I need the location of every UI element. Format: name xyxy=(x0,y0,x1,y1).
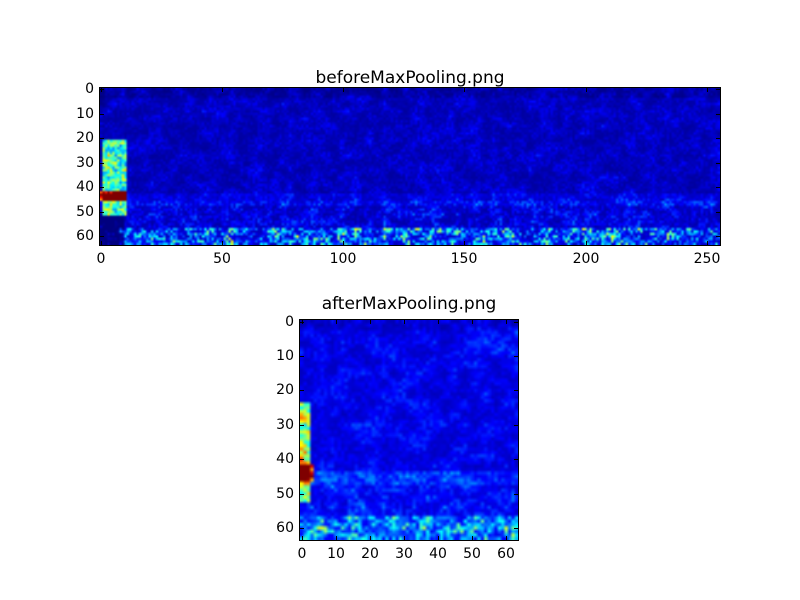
heatmap-image xyxy=(299,319,519,541)
x-tick-mark xyxy=(101,88,102,92)
x-tick-mark xyxy=(336,320,337,324)
x-tick-mark xyxy=(586,241,587,245)
x-tick-mark xyxy=(472,320,473,324)
x-tick-mark xyxy=(464,241,465,245)
y-tick-mark xyxy=(300,390,304,391)
y-tick-mark xyxy=(300,356,304,357)
x-tick-label: 30 xyxy=(395,546,413,562)
x-tick-label: 0 xyxy=(96,251,106,267)
x-tick-mark xyxy=(472,536,473,540)
y-tick-label: 20 xyxy=(76,130,94,146)
x-tick-label: 150 xyxy=(450,251,478,267)
y-tick-mark xyxy=(100,187,104,188)
y-tick-mark xyxy=(300,494,304,495)
y-tick-mark xyxy=(716,89,720,90)
y-tick-label: 20 xyxy=(276,382,294,398)
y-tick-mark xyxy=(514,459,518,460)
x-tick-label: 250 xyxy=(693,251,721,267)
y-tick-mark xyxy=(514,494,518,495)
y-tick-mark xyxy=(514,528,518,529)
x-tick-mark xyxy=(370,320,371,324)
y-tick-mark xyxy=(716,236,720,237)
y-tick-mark xyxy=(100,114,104,115)
y-tick-label: 50 xyxy=(276,486,294,502)
x-tick-mark xyxy=(404,320,405,324)
y-tick-mark xyxy=(716,187,720,188)
y-tick-label: 0 xyxy=(285,314,294,330)
x-tick-mark xyxy=(336,536,337,540)
x-tick-label: 100 xyxy=(329,251,357,267)
y-tick-mark xyxy=(716,163,720,164)
y-tick-mark xyxy=(716,114,720,115)
x-tick-mark xyxy=(464,88,465,92)
x-tick-mark xyxy=(343,241,344,245)
x-tick-mark xyxy=(404,536,405,540)
x-tick-label: 40 xyxy=(429,546,447,562)
x-tick-label: 50 xyxy=(463,546,481,562)
x-tick-mark xyxy=(370,536,371,540)
x-tick-mark xyxy=(222,241,223,245)
x-tick-label: 200 xyxy=(572,251,600,267)
x-tick-mark xyxy=(707,241,708,245)
x-tick-mark xyxy=(586,88,587,92)
x-tick-mark xyxy=(438,536,439,540)
y-tick-mark xyxy=(514,322,518,323)
x-tick-mark xyxy=(302,536,303,540)
x-tick-label: 10 xyxy=(327,546,345,562)
x-tick-label: 20 xyxy=(361,546,379,562)
y-tick-label: 10 xyxy=(276,348,294,364)
y-tick-label: 10 xyxy=(76,106,94,122)
x-tick-label: 60 xyxy=(497,546,515,562)
x-tick-mark xyxy=(222,88,223,92)
y-tick-label: 40 xyxy=(76,179,94,195)
y-tick-label: 30 xyxy=(276,417,294,433)
y-tick-mark xyxy=(514,425,518,426)
y-tick-mark xyxy=(300,459,304,460)
y-tick-mark xyxy=(300,425,304,426)
plot-title: afterMaxPooling.png xyxy=(321,294,497,314)
y-tick-mark xyxy=(716,138,720,139)
heatmap-image xyxy=(99,87,721,246)
x-tick-label: 0 xyxy=(297,546,307,562)
y-tick-mark xyxy=(100,212,104,213)
x-tick-mark xyxy=(506,536,507,540)
y-tick-mark xyxy=(100,236,104,237)
x-tick-mark xyxy=(438,320,439,324)
x-tick-mark xyxy=(707,88,708,92)
plot-title: beforeMaxPooling.png xyxy=(315,68,505,88)
x-tick-label: 50 xyxy=(213,251,231,267)
x-tick-mark xyxy=(506,320,507,324)
y-tick-label: 50 xyxy=(76,204,94,220)
y-tick-label: 40 xyxy=(276,451,294,467)
y-tick-mark xyxy=(100,138,104,139)
y-tick-mark xyxy=(100,163,104,164)
y-tick-label: 60 xyxy=(276,520,294,536)
y-tick-label: 60 xyxy=(76,228,94,244)
y-tick-mark xyxy=(514,390,518,391)
x-tick-mark xyxy=(343,88,344,92)
y-tick-label: 30 xyxy=(76,155,94,171)
y-tick-label: 0 xyxy=(85,81,94,97)
y-tick-mark xyxy=(514,356,518,357)
y-tick-mark xyxy=(100,89,104,90)
y-tick-mark xyxy=(300,322,304,323)
y-tick-mark xyxy=(300,528,304,529)
x-tick-mark xyxy=(101,241,102,245)
y-tick-mark xyxy=(716,212,720,213)
